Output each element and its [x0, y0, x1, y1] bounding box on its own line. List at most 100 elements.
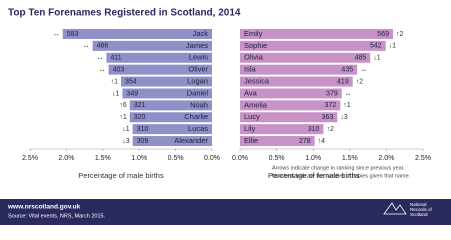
- rank-change: ↑4: [318, 138, 326, 145]
- category-label: Oliver: [188, 65, 208, 74]
- note: Arrows indicate change in ranking since …: [272, 165, 405, 171]
- rank-change: ↑2: [396, 31, 404, 38]
- rank-change: ↑1: [343, 102, 351, 109]
- footer-url: www.nrscotland.gov.uk: [7, 204, 81, 211]
- count-label: 278: [299, 138, 311, 145]
- rank-change: ↔: [99, 66, 106, 73]
- x-tick-label: 0.0%: [232, 155, 248, 162]
- category-label: Isla: [244, 65, 257, 74]
- category-label: Emily: [244, 29, 263, 38]
- logo: National Records of Scotland: [383, 202, 433, 217]
- bar: [129, 100, 212, 111]
- x-tick-label: 1.0%: [131, 155, 147, 162]
- rank-change: ↔: [96, 55, 103, 62]
- bar: [240, 52, 371, 63]
- rank-change: ↑1: [111, 78, 119, 85]
- bar: [106, 52, 212, 63]
- rank-change: ↓3: [340, 114, 348, 121]
- x-tick-label: 1.5%: [342, 155, 358, 162]
- x-tick-label: 2.5%: [22, 155, 38, 162]
- count-label: 542: [370, 43, 382, 50]
- count-label: 349: [126, 90, 138, 97]
- count-label: 372: [325, 102, 337, 109]
- rank-change: ↓1: [122, 126, 130, 133]
- rank-change: ↑2: [356, 78, 364, 85]
- count-label: 321: [134, 102, 146, 109]
- logo-text: Records of: [410, 207, 433, 212]
- footer-source: Source: Vital events, NRS, March 2015.: [8, 213, 106, 219]
- count-label: 309: [137, 138, 149, 145]
- count-label: 379: [326, 90, 338, 97]
- x-tick-label: 0.5%: [269, 155, 285, 162]
- count-label: 320: [134, 114, 146, 121]
- category-label: Lucy: [244, 112, 260, 121]
- rank-change: ↓1: [373, 55, 381, 62]
- bar: [240, 100, 341, 111]
- x-tick-label: 0.0%: [204, 155, 220, 162]
- bar: [129, 112, 212, 123]
- rank-change: ↔: [83, 43, 90, 50]
- bar: [122, 88, 212, 99]
- x-tick-label: 2.0%: [58, 155, 74, 162]
- bar: [240, 112, 338, 123]
- count-label: 485: [355, 55, 367, 62]
- category-label: Charlie: [184, 112, 208, 121]
- category-label: Ellie: [244, 136, 258, 145]
- x-axis-title: Percentage of female births: [268, 171, 360, 180]
- category-label: Lily: [244, 124, 256, 133]
- category-label: Daniel: [187, 88, 209, 97]
- footer-band: [0, 199, 451, 225]
- count-label: 569: [377, 31, 389, 38]
- count-label: 435: [341, 66, 353, 73]
- bar: [240, 28, 393, 39]
- rank-change: ↓1: [389, 43, 397, 50]
- count-label: 411: [110, 55, 121, 62]
- chart: Top Ten Forenames Registered in Scotland…: [0, 8, 451, 225]
- logo-text: National: [410, 202, 427, 207]
- rank-change: ↔: [345, 90, 352, 97]
- note: Numbers indicate the number of babies gi…: [272, 173, 411, 179]
- category-label: Lewis: [189, 53, 208, 62]
- bar: [240, 88, 342, 99]
- category-label: Jessica: [244, 77, 270, 86]
- category-label: Amelia: [244, 100, 268, 109]
- rank-change: ↑1: [119, 114, 127, 121]
- category-label: Jack: [193, 29, 209, 38]
- category-label: James: [186, 41, 208, 50]
- category-label: Logan: [187, 77, 208, 86]
- count-label: 466: [97, 43, 109, 50]
- category-label: Alexander: [174, 136, 208, 145]
- x-tick-label: 1.0%: [305, 155, 321, 162]
- category-label: Noah: [190, 100, 208, 109]
- logo-text: Scotland: [410, 212, 428, 217]
- logo-mark: [383, 202, 407, 215]
- bar: [240, 136, 315, 147]
- count-label: 363: [322, 114, 334, 121]
- rank-change: ↔: [53, 31, 60, 38]
- x-tick-label: 0.5%: [168, 155, 184, 162]
- count-label: 403: [113, 66, 125, 73]
- x-tick-label: 2.5%: [415, 155, 431, 162]
- chart-title: Top Ten Forenames Registered in Scotland…: [8, 8, 241, 19]
- rank-change: ↑2: [326, 126, 334, 133]
- category-label: Lucas: [188, 124, 208, 133]
- x-axis-title: Percentage of male births: [78, 171, 164, 180]
- bar: [108, 64, 212, 75]
- bar: [240, 40, 386, 51]
- category-label: Ava: [244, 88, 258, 97]
- bar: [132, 124, 212, 135]
- category-label: Sophie: [244, 41, 267, 50]
- count-label: 354: [125, 78, 137, 85]
- count-label: 419: [337, 78, 349, 85]
- bar: [121, 76, 212, 87]
- bar: [62, 28, 213, 39]
- count-label: 583: [67, 31, 79, 38]
- bar: [240, 64, 358, 75]
- rank-change: ↓1: [112, 90, 120, 97]
- bar: [240, 76, 353, 87]
- count-label: 310: [308, 126, 320, 133]
- bar: [240, 124, 324, 135]
- category-label: Olivia: [244, 53, 264, 62]
- rank-change: ↔: [360, 66, 367, 73]
- bar: [132, 136, 212, 147]
